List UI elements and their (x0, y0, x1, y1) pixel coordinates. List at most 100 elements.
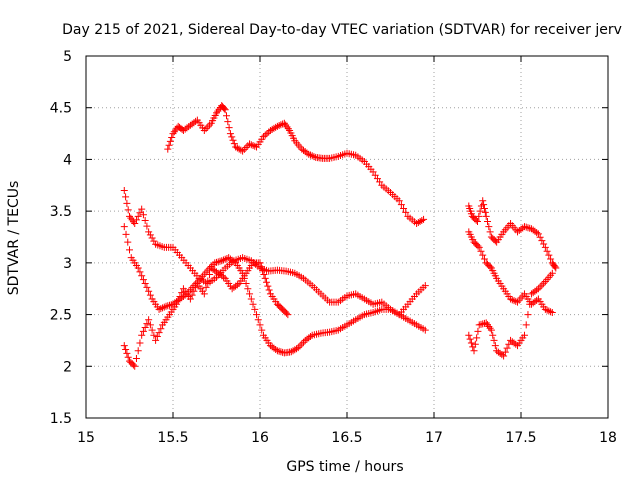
data-point (526, 300, 534, 308)
y-tick-label: 4 (63, 152, 72, 168)
series-arc-late-upper (465, 197, 560, 272)
data-point (120, 342, 128, 350)
data-point (143, 222, 151, 230)
data-point (155, 305, 163, 313)
data-point (129, 218, 137, 226)
data-point (479, 251, 487, 259)
data-point (246, 290, 254, 298)
data-point (122, 345, 130, 353)
x-tick-label: 15 (77, 430, 95, 446)
data-point (254, 316, 262, 324)
data-point (294, 344, 302, 352)
data-point (131, 362, 139, 370)
data-point (306, 333, 314, 341)
data-point (538, 237, 546, 245)
data-point (178, 289, 186, 297)
data-point (138, 272, 146, 280)
data-point (146, 231, 154, 239)
data-point (186, 295, 194, 303)
data-point (123, 349, 131, 357)
data-points (120, 102, 560, 370)
data-point (216, 257, 224, 265)
data-point (474, 327, 482, 335)
data-point (552, 264, 560, 272)
data-point (520, 331, 528, 339)
data-point (218, 257, 226, 265)
series-arc-short (256, 259, 292, 319)
data-point (146, 291, 154, 299)
data-point (124, 206, 132, 214)
data-point (533, 229, 541, 237)
data-point (480, 319, 488, 327)
data-point (124, 353, 132, 361)
ticks: 15 15.5 16 16.5 17 17.5 18 1.5 2 2.5 3 3.5 4 4.5 5 (50, 49, 617, 446)
data-point (150, 237, 158, 245)
data-point (153, 333, 161, 341)
data-point (280, 119, 288, 127)
data-point (418, 216, 426, 224)
data-point (259, 133, 267, 141)
x-tick-label: 17 (425, 430, 443, 446)
data-point (275, 122, 283, 130)
data-point (120, 186, 128, 194)
data-point (520, 223, 528, 231)
data-point (257, 263, 265, 271)
data-point (467, 339, 475, 347)
data-point (308, 152, 316, 160)
data-point (305, 150, 313, 158)
data-point (471, 340, 479, 348)
data-point (224, 118, 232, 126)
data-point (541, 305, 549, 313)
data-point (165, 141, 173, 149)
data-point (242, 280, 250, 288)
data-point (480, 201, 488, 209)
data-point (472, 216, 480, 224)
data-point (272, 123, 280, 131)
data-point (547, 308, 555, 316)
data-point (508, 296, 516, 304)
data-point (486, 263, 494, 271)
data-point (524, 224, 532, 232)
y-tick-label: 5 (63, 49, 72, 65)
data-point (188, 291, 196, 299)
data-point (143, 320, 151, 328)
data-point (136, 339, 144, 347)
y-axis-label: SDTVAR / TECUs (6, 181, 22, 296)
data-point (200, 126, 208, 134)
data-point (282, 121, 290, 129)
data-point (526, 224, 534, 232)
data-point (122, 230, 130, 238)
data-point (279, 120, 287, 128)
data-point (230, 140, 238, 148)
data-point (466, 335, 474, 343)
data-point (486, 228, 494, 236)
data-point (136, 268, 144, 276)
data-point (476, 207, 484, 215)
data-point (126, 246, 133, 254)
y-tick-label: 3 (63, 256, 72, 272)
data-point (237, 146, 245, 154)
data-point (524, 311, 532, 319)
data-point (402, 208, 410, 216)
data-point (548, 269, 556, 277)
data-point (533, 296, 541, 304)
data-point (300, 338, 307, 346)
data-point (132, 216, 140, 224)
data-point (247, 295, 255, 303)
data-point (306, 151, 314, 159)
data-point (225, 124, 233, 132)
data-point (249, 300, 257, 308)
data-point (157, 325, 165, 333)
data-point (138, 331, 146, 339)
data-point (491, 342, 499, 350)
data-point (522, 321, 530, 329)
data-point (479, 320, 487, 328)
data-point (202, 125, 210, 133)
data-point (540, 279, 548, 287)
data-point (265, 286, 273, 294)
data-point (310, 153, 318, 161)
data-point (155, 329, 163, 337)
data-point (486, 324, 494, 332)
